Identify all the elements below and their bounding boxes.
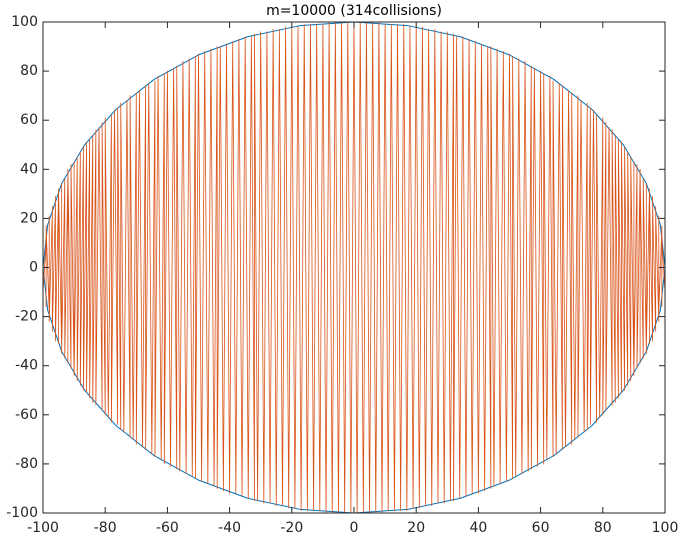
x-tick-label: 0 — [350, 520, 359, 536]
x-tick-label: 80 — [594, 520, 612, 536]
y-tick-label: -100 — [6, 505, 38, 521]
y-tick-label: 60 — [20, 112, 38, 128]
x-tick-label: 40 — [469, 520, 487, 536]
y-tick-label: -60 — [15, 407, 38, 423]
x-tick-label: -40 — [218, 520, 241, 536]
y-tick-label: 80 — [20, 63, 38, 79]
x-tick-label: -60 — [156, 520, 179, 536]
x-tick-label: 100 — [652, 520, 679, 536]
x-tick-label: -80 — [94, 520, 117, 536]
y-tick-label: 20 — [20, 210, 38, 226]
y-tick-label: -80 — [15, 456, 38, 472]
y-tick-label: -20 — [15, 309, 38, 325]
x-tick-label: 20 — [407, 520, 425, 536]
y-tick-label: 40 — [20, 161, 38, 177]
chart-title: m=10000 (314collisions) — [266, 3, 442, 19]
x-tick-label: -100 — [27, 520, 59, 536]
y-tick-label: -40 — [15, 358, 38, 374]
x-tick-label: 60 — [532, 520, 550, 536]
x-tick-label: -20 — [280, 520, 303, 536]
y-tick-label: 100 — [11, 14, 38, 30]
y-tick-label: 0 — [29, 260, 38, 276]
